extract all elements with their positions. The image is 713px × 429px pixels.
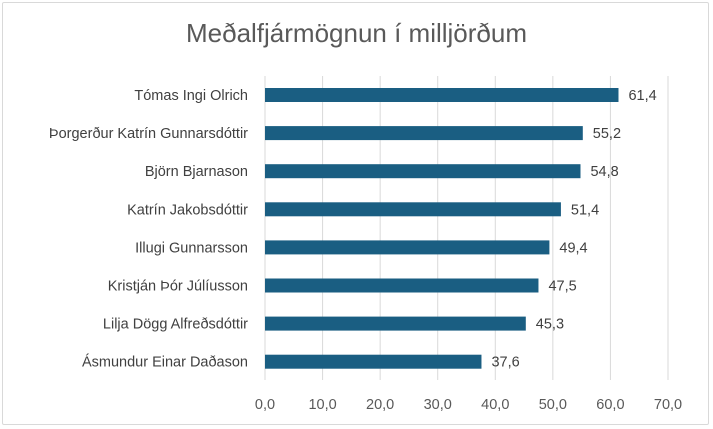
x-axis-ticks: 0,0 10,0 20,0 30,0 40,0 50,0 60,0 70,0 xyxy=(255,397,682,413)
data-label: 55,2 xyxy=(593,126,621,142)
bar xyxy=(265,354,482,369)
category-label: Illugi Gunnarsson xyxy=(135,240,248,256)
data-label: 47,5 xyxy=(548,279,576,295)
category-label: Björn Bjarnason xyxy=(145,164,248,180)
bar xyxy=(265,126,583,141)
bar xyxy=(265,88,619,102)
bars xyxy=(265,88,619,369)
x-tick-label: 50,0 xyxy=(539,397,567,413)
x-tick-label: 20,0 xyxy=(366,397,394,413)
data-label: 61,4 xyxy=(628,88,656,104)
x-tick-label: 40,0 xyxy=(481,397,509,413)
bar xyxy=(265,316,526,331)
category-label: Kristján Þór Júlíusson xyxy=(108,279,248,295)
chart-title: Meðalfjármögnun í milljörðum xyxy=(185,18,528,48)
data-label: 45,3 xyxy=(536,317,564,333)
category-label: Katrín Jakobsdóttir xyxy=(127,202,248,218)
category-label: Ásmundur Einar Daðason xyxy=(82,354,248,371)
gridlines xyxy=(264,76,669,380)
category-labels: Tómas Ingi Olrich Þorgerður Katrín Gunnar… xyxy=(49,88,248,371)
x-tick-label: 70,0 xyxy=(654,397,682,413)
bar xyxy=(265,202,561,217)
bar xyxy=(265,164,581,179)
bar xyxy=(265,240,550,255)
category-label: Lilja Dögg Alfreðsdóttir xyxy=(103,317,248,333)
x-tick-label: 30,0 xyxy=(424,397,452,413)
x-tick-label: 0,0 xyxy=(255,397,275,413)
x-tick-label: 10,0 xyxy=(308,397,336,413)
data-label: 51,4 xyxy=(571,202,599,218)
category-label: Þorgerður Katrín Gunnarsdóttir xyxy=(49,126,248,142)
bar xyxy=(265,278,539,293)
x-tick-label: 60,0 xyxy=(596,397,624,413)
data-label: 49,4 xyxy=(559,240,587,256)
data-label: 54,8 xyxy=(590,164,618,180)
data-label: 37,6 xyxy=(491,355,519,371)
value-labels: 61,4 55,2 54,8 51,4 49,4 47,5 45,3 37,6 xyxy=(491,88,656,371)
category-label: Tómas Ingi Olrich xyxy=(134,88,248,104)
